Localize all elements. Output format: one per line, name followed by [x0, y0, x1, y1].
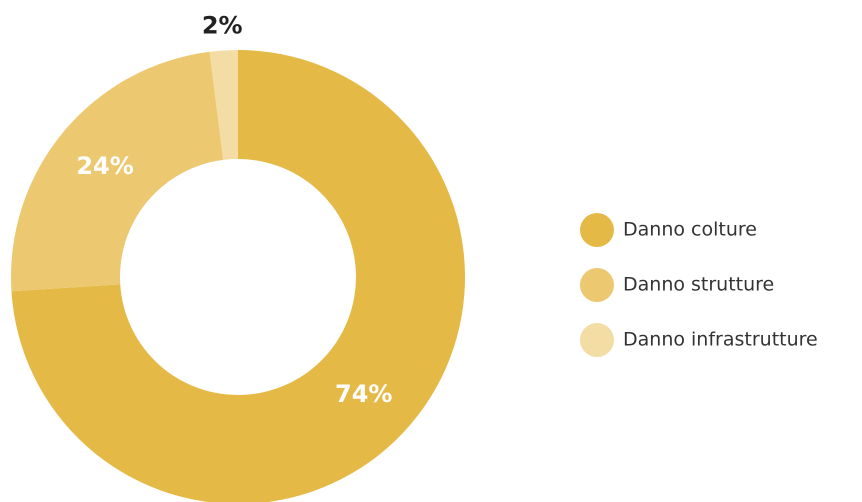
legend-swatch	[580, 268, 614, 302]
value-label: 2%	[202, 11, 243, 39]
slice	[209, 50, 238, 160]
legend-label: Danno strutture	[623, 274, 774, 296]
legend-swatch	[580, 323, 614, 357]
slice	[11, 50, 465, 502]
slice	[10, 51, 224, 292]
legend-label: Danno colture	[623, 219, 757, 241]
value-label: 74%	[335, 380, 392, 408]
legend-label: Danno infrastrutture	[623, 329, 818, 351]
legend-swatch	[580, 213, 614, 247]
value-label: 24%	[76, 152, 133, 180]
